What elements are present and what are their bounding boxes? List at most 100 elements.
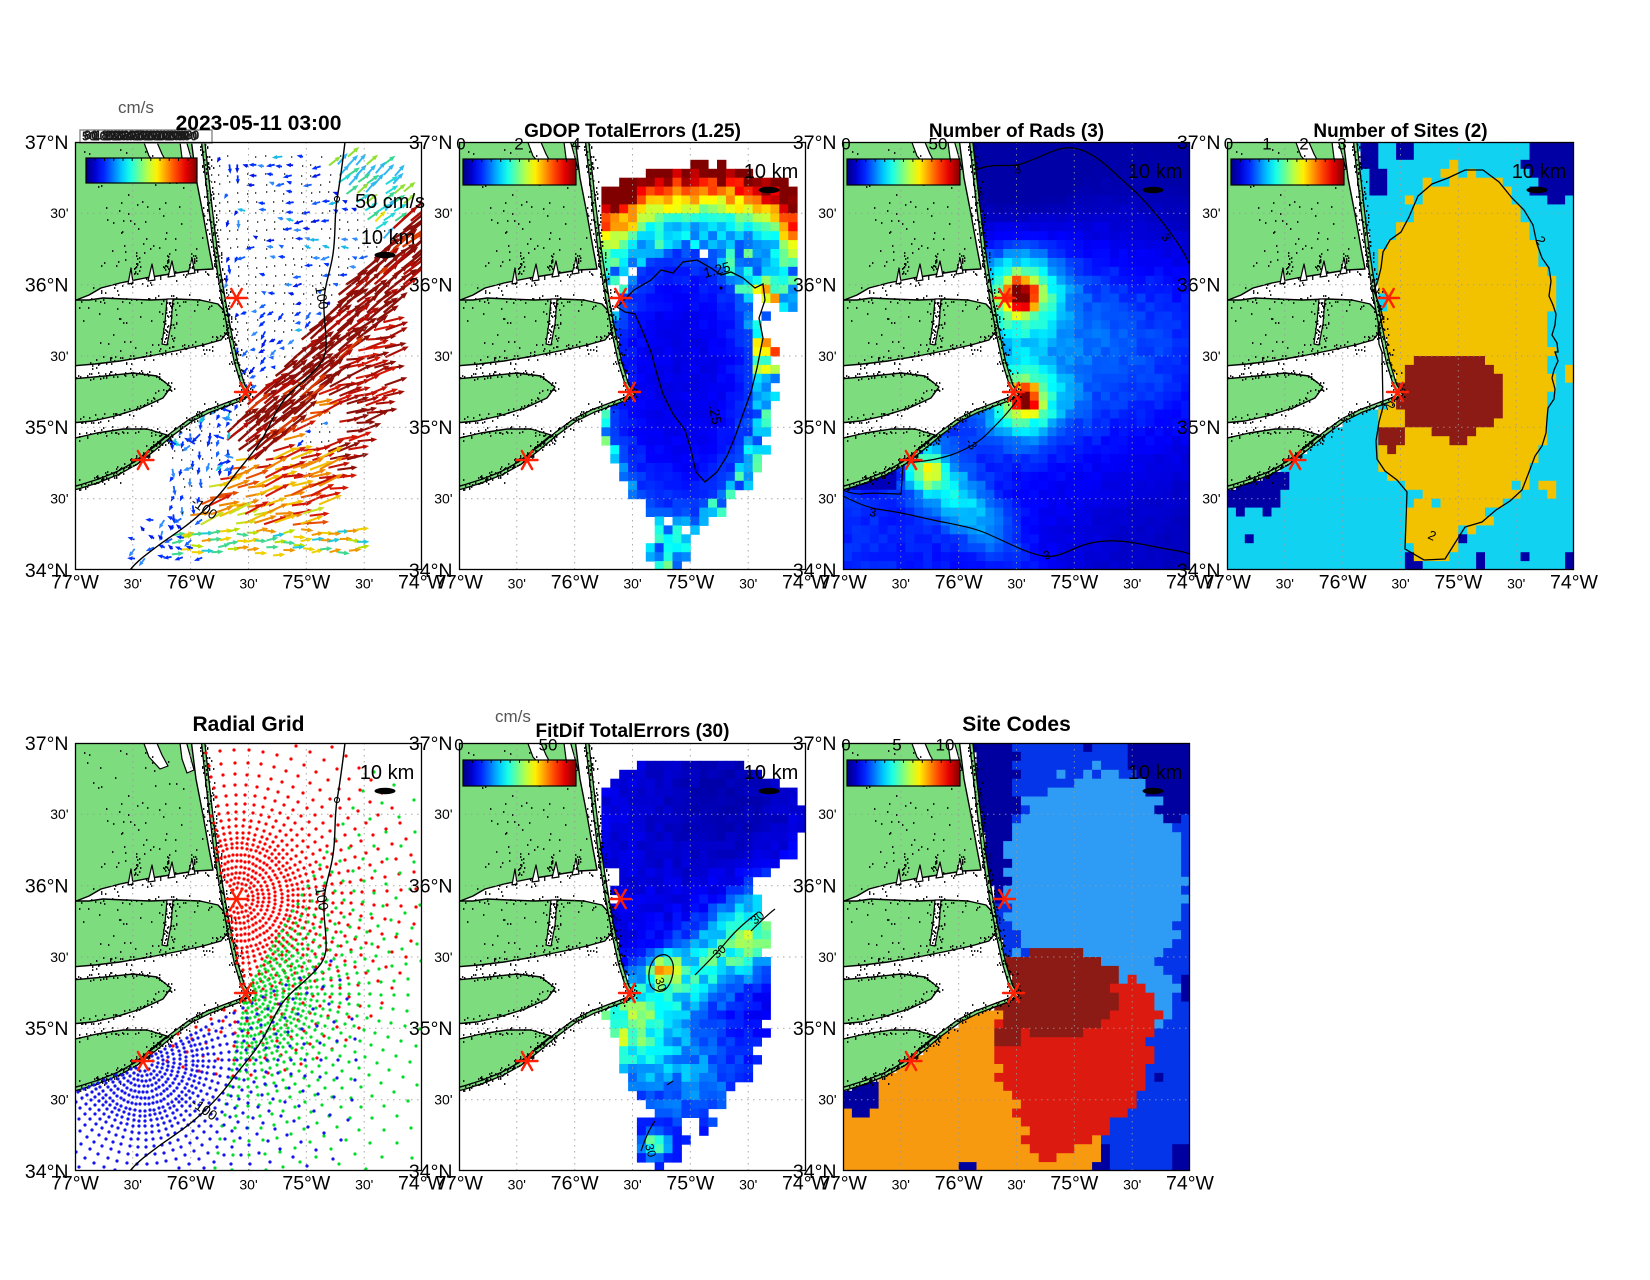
svg-text:30': 30': [739, 576, 757, 592]
svg-text:74°W: 74°W: [782, 1173, 830, 1195]
svg-text:30': 30': [1007, 576, 1025, 592]
svg-text:FitDif TotalErrors (30): FitDif TotalErrors (30): [536, 721, 730, 742]
svg-text:30': 30': [355, 576, 373, 592]
svg-text:280: 280: [105, 129, 126, 143]
svg-text:100: 100: [156, 130, 177, 144]
svg-text:50 cm/s: 50 cm/s: [355, 191, 425, 213]
svg-text:30': 30': [508, 1177, 526, 1193]
svg-text:180: 180: [95, 129, 116, 143]
svg-text:74°W: 74°W: [1166, 572, 1214, 594]
svg-text:77°W: 77°W: [1203, 572, 1251, 594]
svg-text:100: 100: [93, 130, 114, 144]
svg-text:30': 30': [1202, 348, 1220, 364]
svg-text:2: 2: [514, 135, 523, 154]
svg-text:30': 30': [1123, 576, 1141, 592]
svg-text:1: 1: [1262, 135, 1271, 154]
svg-text:250: 250: [145, 130, 166, 144]
svg-text:30': 30': [1276, 576, 1294, 592]
svg-text:.25: .25: [706, 404, 725, 426]
svg-text:30': 30': [818, 806, 836, 822]
svg-text:30': 30': [50, 205, 68, 221]
svg-text:GDOP TotalErrors (1.25): GDOP TotalErrors (1.25): [524, 121, 741, 142]
svg-text:30': 30': [1123, 1177, 1141, 1193]
svg-text:75°W: 75°W: [666, 1173, 714, 1195]
svg-text:37°N: 37°N: [25, 132, 69, 154]
svg-text:77°W: 77°W: [51, 1173, 99, 1195]
svg-text:35°N: 35°N: [793, 417, 837, 439]
svg-text:200: 200: [166, 130, 187, 144]
svg-text:35°N: 35°N: [409, 1018, 453, 1040]
svg-text:37°N: 37°N: [1177, 132, 1221, 154]
svg-text:080: 080: [158, 129, 179, 143]
svg-text:30': 30': [818, 1092, 836, 1108]
svg-text:480: 480: [126, 129, 147, 143]
svg-text:34°N: 34°N: [25, 560, 69, 582]
svg-text:76°W: 76°W: [935, 1173, 983, 1195]
svg-text:34°N: 34°N: [1177, 560, 1221, 582]
svg-text:30': 30': [1391, 576, 1409, 592]
svg-text:30': 30': [434, 491, 452, 507]
svg-text:cm/s: cm/s: [495, 707, 531, 726]
svg-text:76°W: 76°W: [1319, 572, 1367, 594]
svg-text:Radial Grid: Radial Grid: [192, 713, 304, 736]
svg-text:75°W: 75°W: [282, 1173, 330, 1195]
svg-text:10 km: 10 km: [744, 762, 798, 784]
svg-text:34°N: 34°N: [793, 560, 837, 582]
svg-text:2023-05-11 03:00: 2023-05-11 03:00: [176, 112, 342, 135]
svg-text:34°N: 34°N: [409, 1161, 453, 1183]
svg-text:Number of Sites (2): Number of Sites (2): [1313, 121, 1487, 142]
svg-text:74°W: 74°W: [782, 572, 830, 594]
svg-text:30': 30': [818, 949, 836, 965]
svg-text:36°N: 36°N: [409, 275, 453, 297]
svg-text:10 km: 10 km: [744, 161, 798, 183]
svg-text:76°W: 76°W: [167, 1173, 215, 1195]
svg-text:77°W: 77°W: [819, 1173, 867, 1195]
svg-text:250: 250: [114, 130, 135, 144]
svg-text:30': 30': [1202, 491, 1220, 507]
svg-text:75°W: 75°W: [1050, 1173, 1098, 1195]
svg-text:35°N: 35°N: [793, 1018, 837, 1040]
svg-text:76°W: 76°W: [935, 572, 983, 594]
svg-text:77°W: 77°W: [435, 572, 483, 594]
svg-text:34°N: 34°N: [409, 560, 453, 582]
svg-text:3: 3: [1042, 547, 1053, 562]
svg-text:37°N: 37°N: [409, 132, 453, 154]
svg-text:980: 980: [179, 129, 200, 143]
svg-text:30': 30': [434, 348, 452, 364]
svg-text:30': 30': [434, 205, 452, 221]
svg-text:36°N: 36°N: [1177, 275, 1221, 297]
svg-text:74°W: 74°W: [1166, 1173, 1214, 1195]
svg-text:0: 0: [1224, 135, 1233, 154]
svg-text:30': 30': [239, 576, 257, 592]
svg-text:30': 30': [50, 806, 68, 822]
svg-text:36°N: 36°N: [25, 876, 69, 898]
svg-text:30: 30: [642, 1142, 659, 1159]
svg-text:74°W: 74°W: [398, 1173, 446, 1195]
svg-text:30': 30': [508, 576, 526, 592]
svg-text:100: 100: [312, 285, 332, 311]
svg-text:30': 30': [892, 576, 910, 592]
svg-text:10 km: 10 km: [1128, 762, 1182, 784]
svg-text:37°N: 37°N: [409, 733, 453, 755]
svg-text:1.25: 1.25: [702, 258, 733, 281]
svg-text:50: 50: [539, 736, 558, 755]
svg-text:77°W: 77°W: [819, 572, 867, 594]
svg-text:580: 580: [137, 129, 158, 143]
svg-text:30': 30': [818, 205, 836, 221]
svg-text:30': 30': [50, 949, 68, 965]
svg-text:35°N: 35°N: [25, 417, 69, 439]
svg-text:30': 30': [124, 1177, 142, 1193]
svg-text:75°W: 75°W: [1050, 572, 1098, 594]
svg-text:77°W: 77°W: [51, 572, 99, 594]
svg-text:30': 30': [50, 1092, 68, 1108]
svg-text:36°N: 36°N: [793, 275, 837, 297]
svg-text:10 km: 10 km: [360, 762, 414, 784]
svg-text:30': 30': [50, 348, 68, 364]
svg-text:37°N: 37°N: [793, 733, 837, 755]
svg-text:30': 30': [124, 576, 142, 592]
svg-text:75°W: 75°W: [666, 572, 714, 594]
svg-text:100: 100: [312, 886, 332, 912]
svg-text:35°N: 35°N: [25, 1018, 69, 1040]
svg-text:30': 30': [818, 491, 836, 507]
svg-text:30': 30': [355, 1177, 373, 1193]
